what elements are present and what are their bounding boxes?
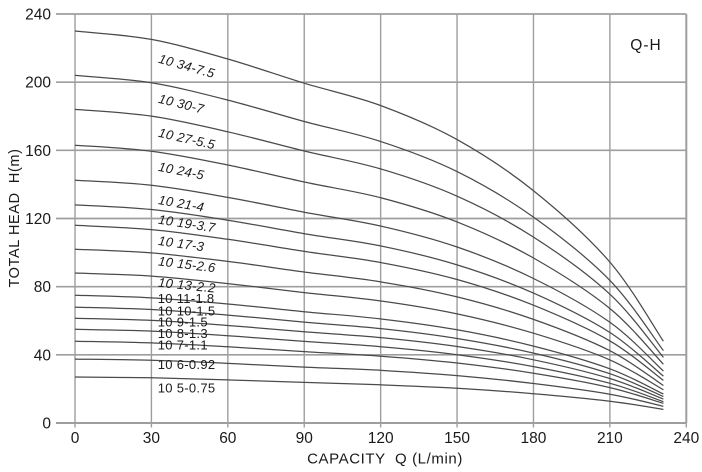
curve-10-34-7.5 bbox=[74, 30, 664, 342]
curve-label-10-27-5.5: 10 27-5.5 bbox=[157, 125, 217, 152]
curve-10-27-5.5 bbox=[74, 108, 664, 358]
curve-label-10-19-3.7: 10 19-3.7 bbox=[157, 212, 217, 236]
curve-label-10-13-2.2: 10 13-2.2 bbox=[157, 275, 216, 296]
y-tick-label-0: 0 bbox=[42, 416, 51, 433]
x-tick-label-180: 180 bbox=[521, 430, 547, 447]
curve-label-10-34-7.5: 10 34-7.5 bbox=[157, 51, 217, 81]
curve-label-10-7-1.1: 10 7-1.1 bbox=[158, 338, 208, 353]
chart-corner-label: Q-H bbox=[630, 37, 662, 54]
x-tick-label-60: 60 bbox=[219, 430, 237, 447]
curve-10-8-1.3 bbox=[74, 328, 664, 403]
curve-10-10-1.5 bbox=[74, 306, 664, 398]
curve-label-10-6-0.92: 10 6-0.92 bbox=[158, 357, 216, 372]
curve-label-10-10-1.5: 10 10-1.5 bbox=[158, 304, 216, 319]
curve-10-11-1.8 bbox=[74, 294, 664, 395]
curve-label-10-11-1.8: 10 11-1.8 bbox=[158, 291, 215, 306]
x-tick-label-0: 0 bbox=[71, 430, 80, 447]
x-tick-label-150: 150 bbox=[444, 430, 470, 447]
x-tick-label-210: 210 bbox=[597, 430, 623, 447]
y-tick-label-160: 160 bbox=[25, 143, 51, 160]
y-tick-label-40: 40 bbox=[34, 347, 52, 364]
curve-label-10-30-7: 10 30-7 bbox=[157, 91, 206, 117]
curve-10-5-0.75 bbox=[74, 376, 664, 411]
curve-label-10-15-2.6: 10 15-2.6 bbox=[157, 253, 216, 275]
x-tick-label-30: 30 bbox=[143, 430, 161, 447]
x-tick-label-240: 240 bbox=[673, 430, 699, 447]
curve-label-10-8-1.3: 10 8-1.3 bbox=[158, 326, 208, 341]
y-tick-label-120: 120 bbox=[25, 211, 51, 228]
y-tick-label-200: 200 bbox=[25, 75, 51, 92]
curve-10-7-1.1 bbox=[74, 340, 664, 404]
x-tick-label-120: 120 bbox=[368, 430, 394, 447]
curve-label-10-5-0.75: 10 5-0.75 bbox=[158, 380, 216, 395]
y-tick-label-80: 80 bbox=[34, 279, 52, 296]
curve-10-17-3 bbox=[74, 224, 664, 381]
curve-10-13-2.2 bbox=[74, 272, 664, 391]
curve-label-10-17-3: 10 17-3 bbox=[157, 233, 205, 254]
curve-label-10-24-5: 10 24-5 bbox=[157, 159, 206, 183]
x-axis-title: CAPACITY Q (L/min) bbox=[307, 450, 463, 468]
curve-10-24-5 bbox=[74, 144, 664, 365]
curve-10-9-1.5 bbox=[74, 317, 664, 400]
curve-10-30-7 bbox=[74, 74, 664, 351]
curve-10-19-3.7 bbox=[74, 204, 664, 377]
curve-label-10-9-1.5: 10 9-1.5 bbox=[158, 315, 208, 330]
x-tick-label-90: 90 bbox=[296, 430, 314, 447]
curve-10-15-2.6 bbox=[74, 248, 664, 387]
y-axis-title: TOTAL HEAD H(m) bbox=[7, 148, 23, 288]
curve-10-6-0.92 bbox=[74, 358, 664, 407]
y-tick-label-240: 240 bbox=[25, 7, 51, 24]
curve-10-21-4 bbox=[74, 179, 664, 372]
